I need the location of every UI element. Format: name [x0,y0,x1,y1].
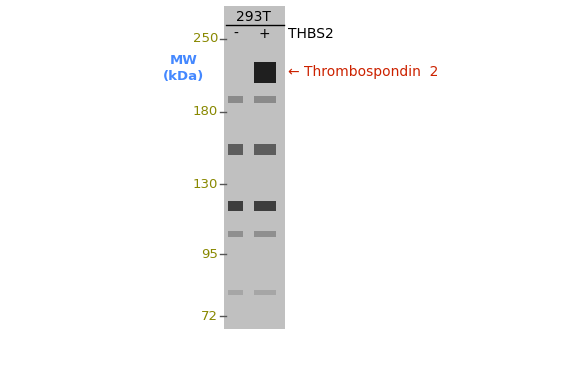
Text: 130: 130 [193,178,218,191]
Text: -: - [233,27,238,41]
Text: ← Thrombospondin  2: ← Thrombospondin 2 [288,65,438,79]
Text: +: + [259,27,271,41]
Text: MW
(kDa): MW (kDa) [163,54,204,82]
Text: THBS2: THBS2 [288,27,334,41]
Text: 250: 250 [193,32,218,45]
Text: 293T: 293T [236,10,271,24]
Text: 95: 95 [201,248,218,261]
Text: 180: 180 [193,105,218,118]
Text: 72: 72 [201,310,218,323]
